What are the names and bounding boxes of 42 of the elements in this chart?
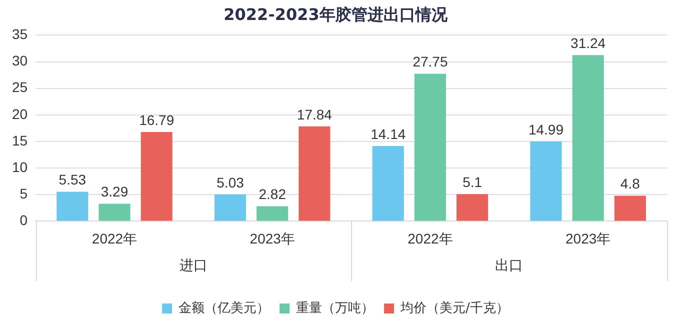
bar <box>414 74 446 221</box>
bar <box>214 194 246 221</box>
text: 进口 <box>179 258 208 274</box>
x-tick-label: 2023年 <box>250 230 295 246</box>
bar <box>140 132 172 221</box>
data-label: 5.03 <box>216 174 244 190</box>
legend-label: 金额（亿美元） <box>178 300 270 316</box>
y-tick-label: 30 <box>12 52 28 69</box>
x-tick-label: 2022年 <box>92 230 138 246</box>
data-label: 17.84 <box>296 106 332 122</box>
y-tick-label: 35 <box>12 26 28 42</box>
legend-label: 均价（美元/千克） <box>400 300 509 316</box>
y-tick-label: 0 <box>20 212 28 228</box>
bar <box>298 126 330 221</box>
y-tick-label: 25 <box>12 79 28 96</box>
bar <box>572 55 604 221</box>
bar <box>56 192 88 221</box>
data-label: 14.99 <box>528 121 564 138</box>
data-label: 2.82 <box>258 186 286 202</box>
chart-title: 2022-2023年胶管进出口情况 <box>224 4 448 24</box>
x-tick-label: 2022年 <box>408 230 453 246</box>
y-tick-label: 5 <box>20 185 28 202</box>
bar <box>530 142 562 221</box>
data-label: 5.53 <box>58 172 86 188</box>
bar <box>98 204 130 221</box>
bar <box>372 146 404 221</box>
data-label: 16.79 <box>139 112 174 128</box>
legend-label: 重量（万吨） <box>296 300 374 316</box>
x-tick-label: 2023年 <box>565 230 611 246</box>
y-tick-label: 20 <box>12 106 28 122</box>
bar <box>256 206 288 221</box>
data-label: 27.75 <box>412 54 448 70</box>
y-tick-label: 15 <box>12 132 28 148</box>
bar <box>456 194 488 221</box>
data-label: 14.14 <box>370 126 406 142</box>
y-tick-label: 10 <box>12 158 28 175</box>
text: 出口 <box>495 258 524 274</box>
data-label: 4.8 <box>620 176 640 192</box>
data-label: 5.1 <box>462 174 482 190</box>
bar <box>614 196 646 221</box>
data-label: 31.24 <box>570 35 606 52</box>
data-label: 3.29 <box>100 184 128 200</box>
